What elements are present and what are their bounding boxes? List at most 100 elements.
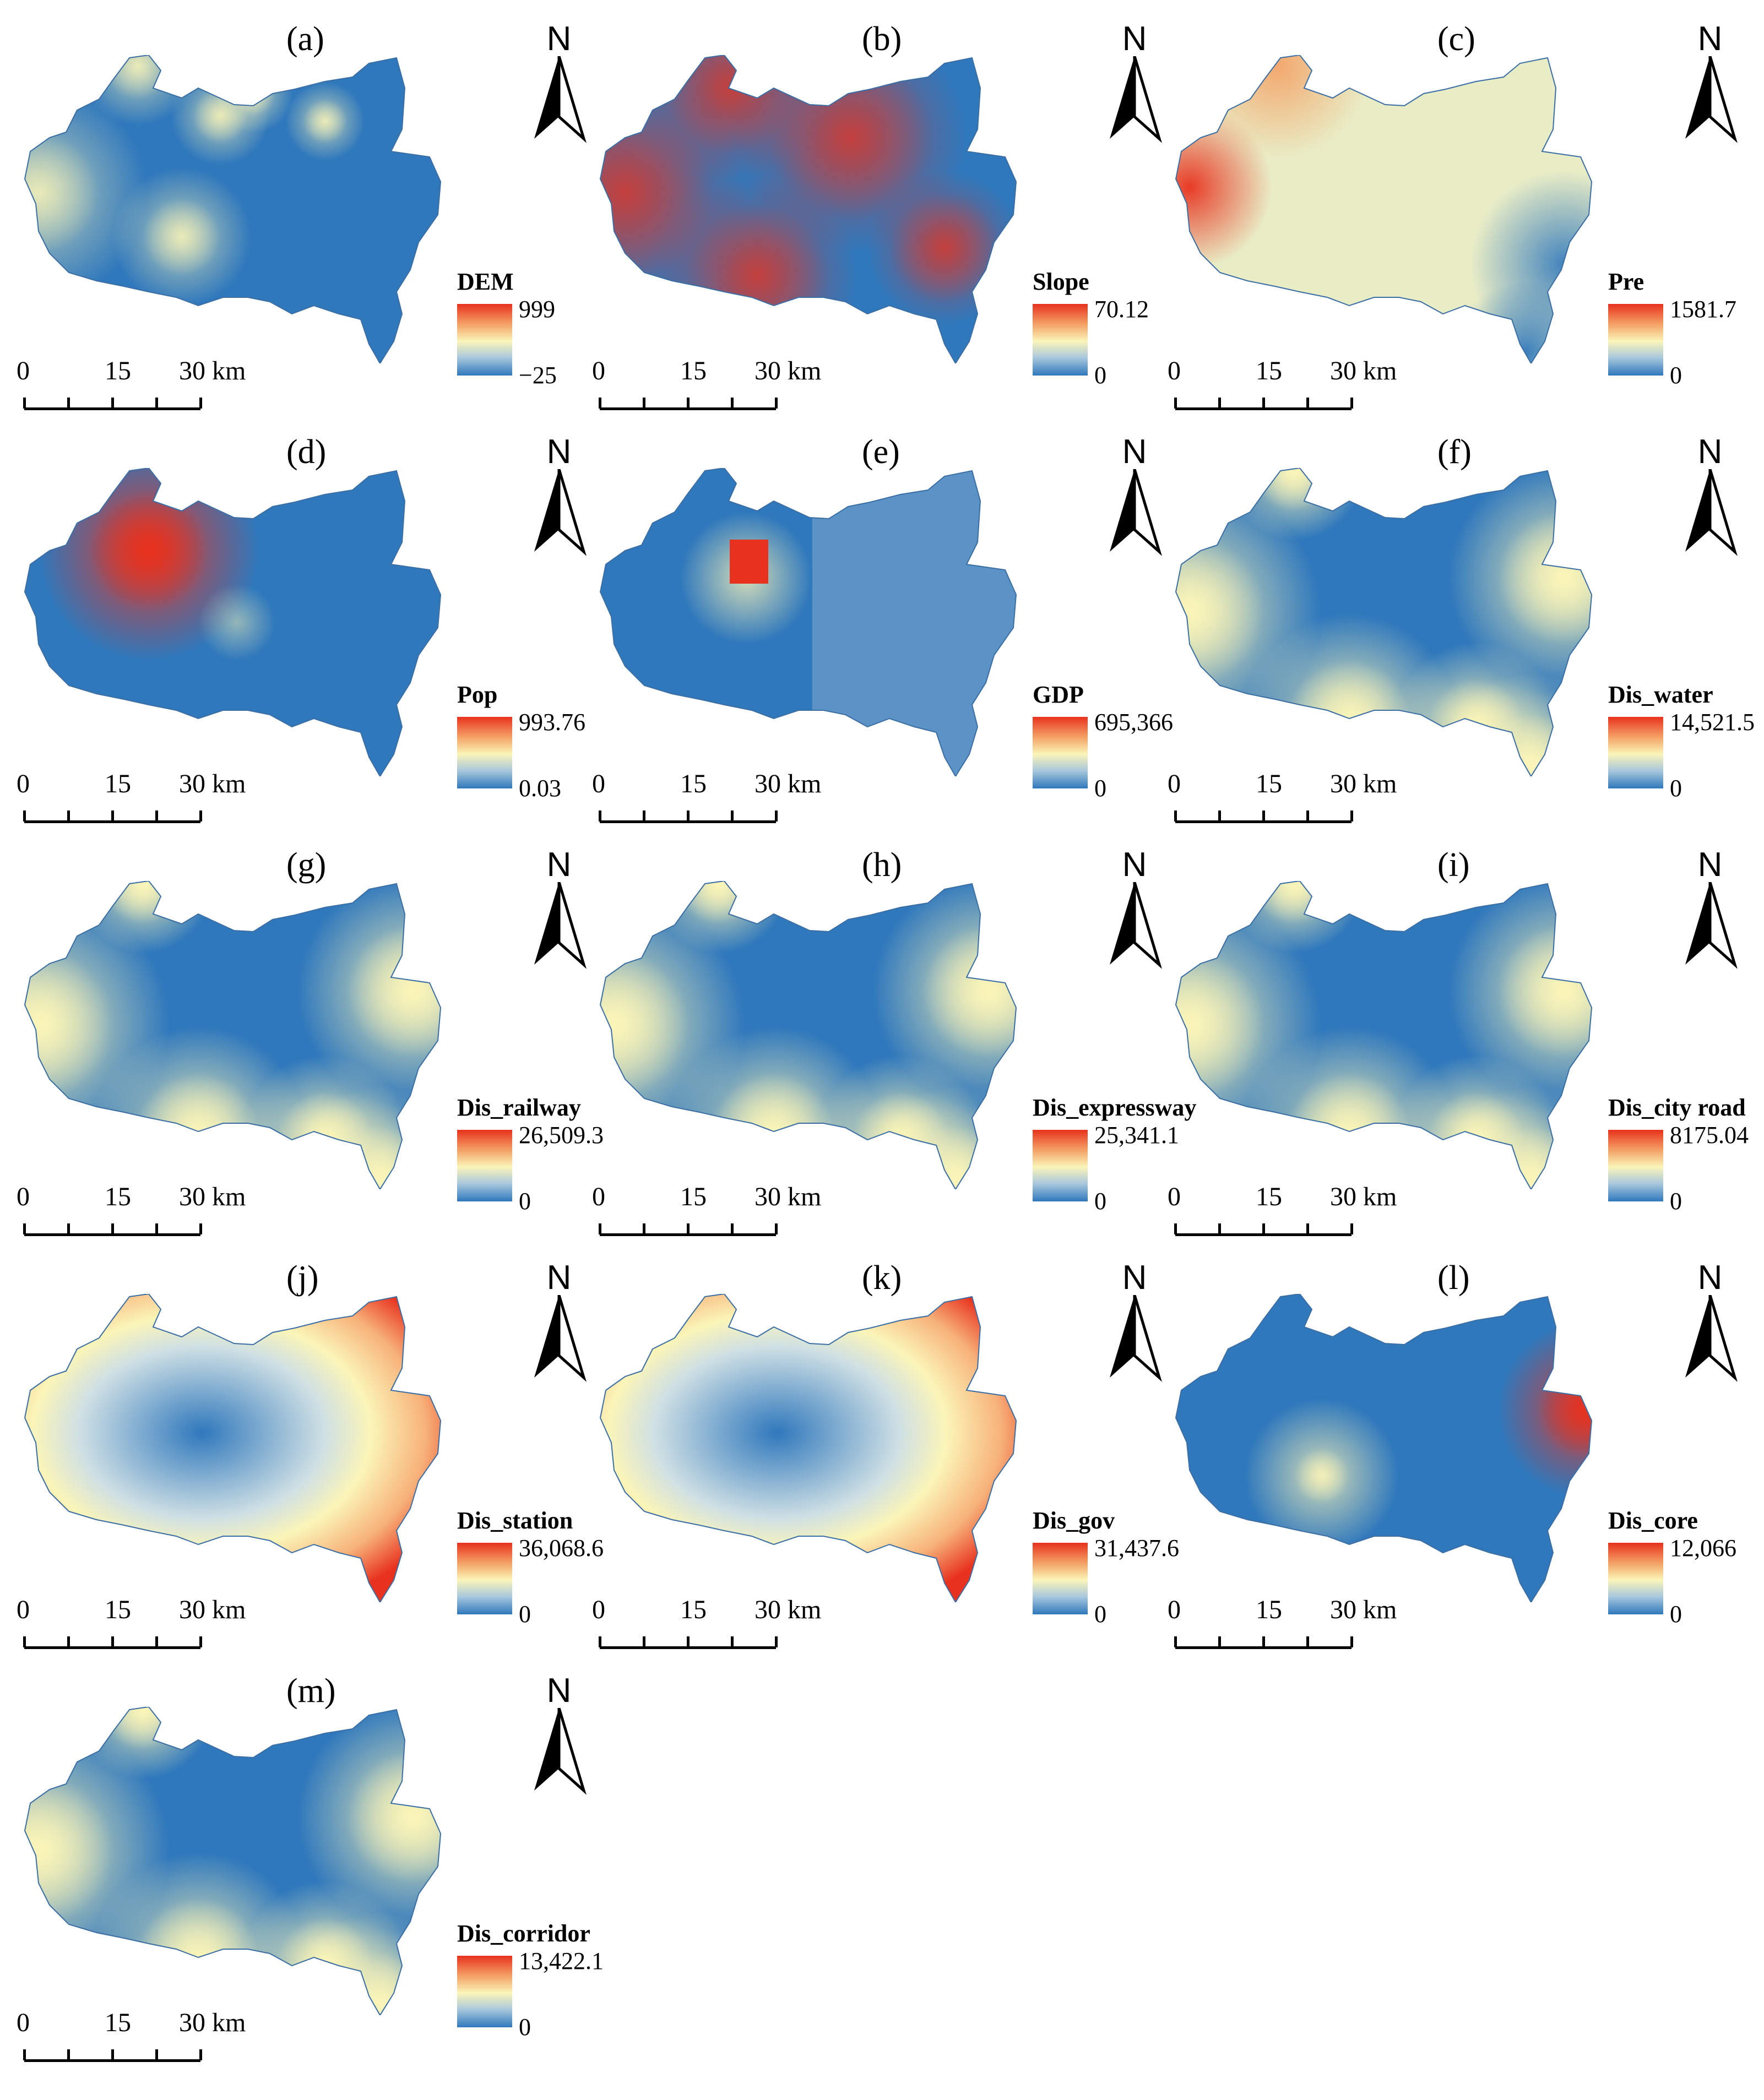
scale-bar-tick xyxy=(111,2049,114,2060)
legend-min-value: 0.03 xyxy=(519,775,561,802)
scale-bar-label: 30 km xyxy=(755,356,822,385)
scale-bar-tick xyxy=(199,398,202,409)
scale-bar-tick xyxy=(1174,1223,1177,1234)
north-arrow-light-half xyxy=(1708,882,1738,969)
north-arrow-light-half xyxy=(557,56,587,143)
scale-bar-line xyxy=(24,407,200,410)
north-arrow-dark-half xyxy=(534,1708,559,1791)
raster-surface xyxy=(600,881,1016,1189)
scale-bar-label: 30 km xyxy=(755,1182,822,1211)
legend-title: Dis_core xyxy=(1608,1507,1698,1534)
scale-bar: 0 15 30 km xyxy=(11,771,246,837)
scale-bar-tick xyxy=(1350,398,1353,409)
scale-bar-tick xyxy=(687,1223,690,1234)
legend-max-value: 25,341.1 xyxy=(1094,1122,1179,1149)
legend: Dis_station 36,068.6 0 xyxy=(457,1509,622,1641)
scale-bar-label: 15 xyxy=(105,356,131,385)
raster-surface xyxy=(25,1294,441,1602)
scale-bar-label: 30 km xyxy=(179,1595,246,1624)
north-arrow-light-half xyxy=(1133,56,1162,143)
raster-surface xyxy=(600,468,1016,776)
legend-title: Dis_expressway xyxy=(1033,1094,1197,1121)
legend-min-value: 0 xyxy=(1670,775,1682,802)
scale-bar-label: 15 xyxy=(1256,769,1282,798)
scale-bar-tick xyxy=(599,1636,601,1647)
north-arrow-label: N xyxy=(1697,433,1723,471)
legend-max-value: 70.12 xyxy=(1094,296,1149,323)
scale-bar-tick xyxy=(1306,398,1309,409)
raster-surface xyxy=(25,881,441,1189)
scale-bar-tick xyxy=(1306,810,1309,821)
legend: Slope 70.12 0 xyxy=(1033,270,1198,402)
scale-bar-line xyxy=(24,1233,200,1236)
north-arrow-light-half xyxy=(1708,56,1738,143)
scale-bar-tick xyxy=(1218,1223,1221,1234)
legend-max-value: 13,422.1 xyxy=(519,1947,604,1974)
scale-bar-tick xyxy=(643,398,645,409)
scale-bar-tick xyxy=(111,1636,114,1647)
scale-bar-tick xyxy=(1174,810,1177,821)
north-arrow-light-half xyxy=(557,469,587,556)
scale-bar-tick xyxy=(1174,398,1177,409)
north-arrow-label: N xyxy=(546,846,572,884)
raster-surface xyxy=(600,1294,1016,1602)
north-arrow-light-half xyxy=(557,882,587,969)
scale-bar: 0 15 30 km xyxy=(1162,1595,1397,1663)
scale-bar-label: 30 km xyxy=(179,356,246,385)
region-boundary xyxy=(1175,468,1593,776)
scale-bar-tick xyxy=(67,2049,70,2060)
region-boundary xyxy=(1175,55,1593,363)
scale-bar-tick xyxy=(1306,1223,1309,1234)
panel-label: (m) xyxy=(286,1672,336,1710)
raster-surface xyxy=(25,468,441,776)
scale-bar-label: 30 km xyxy=(179,2008,246,2037)
legend-min-value: 0 xyxy=(1670,362,1682,389)
scale-bar-tick xyxy=(155,1636,158,1647)
north-arrow-icon: N xyxy=(529,1674,589,1795)
scale-bar-tick xyxy=(23,1223,26,1234)
legend: Pre 1581.7 0 xyxy=(1608,270,1764,402)
scale-bar-label: 0 xyxy=(1168,356,1181,385)
region-map xyxy=(1175,468,1593,776)
scale-bar-label: 15 xyxy=(680,1182,707,1211)
panel-label: (g) xyxy=(286,846,327,884)
scale-bar-tick xyxy=(1218,398,1221,409)
legend-min-value: 0 xyxy=(1094,362,1106,389)
north-arrow-label: N xyxy=(546,20,572,58)
region-map xyxy=(1175,1294,1593,1602)
scale-bar-line xyxy=(24,2059,200,2062)
north-arrow-light-half xyxy=(1133,1295,1162,1382)
scale-bar-tick xyxy=(599,398,601,409)
legend-min-value: −25 xyxy=(519,362,557,389)
raster-surface xyxy=(25,1707,441,2015)
map-panel: (k) N Dis_gov 31,437.6 0 0 15 30 km xyxy=(576,1261,1179,1671)
scale-bar-tick xyxy=(731,1223,734,1234)
legend-title: Dis_gov xyxy=(1033,1507,1115,1534)
scale-bar-label: 15 xyxy=(105,1182,131,1211)
legend: Dis_gov 31,437.6 0 xyxy=(1033,1509,1198,1641)
scale-bar-tick xyxy=(731,1636,734,1647)
scale-bar-line xyxy=(1175,407,1352,410)
legend-max-value: 993.76 xyxy=(519,709,585,736)
north-arrow-icon: N xyxy=(1104,22,1165,143)
north-arrow-dark-half xyxy=(534,469,559,552)
north-arrow-label: N xyxy=(546,433,572,471)
north-arrow-dark-half xyxy=(1685,1295,1710,1378)
scale-bar-tick xyxy=(199,2049,202,2060)
legend-title: Pop xyxy=(457,681,498,708)
region-map xyxy=(24,468,442,776)
north-arrow-icon: N xyxy=(529,1261,589,1382)
map-panel: (i) N Dis_city road 8175.04 0 0 15 30 km xyxy=(1151,848,1749,1258)
scale-bar-tick xyxy=(199,1636,202,1647)
scale-bar-label: 30 km xyxy=(1330,769,1397,798)
scale-bar-tick xyxy=(155,398,158,409)
scale-bar-label: 30 km xyxy=(755,1595,822,1624)
region-boundary xyxy=(24,468,442,776)
map-panel: (g) N Dis_railway 26,509.3 0 0 15 30 km xyxy=(0,846,604,1258)
scale-bar-label: 0 xyxy=(1168,1595,1181,1624)
scale-bar: 0 15 30 km xyxy=(1162,1184,1397,1250)
legend: Dis_city road 8175.04 0 xyxy=(1608,1096,1764,1228)
scale-bar-line xyxy=(600,1646,776,1649)
region-map xyxy=(24,881,442,1189)
region-map xyxy=(24,1707,442,2015)
